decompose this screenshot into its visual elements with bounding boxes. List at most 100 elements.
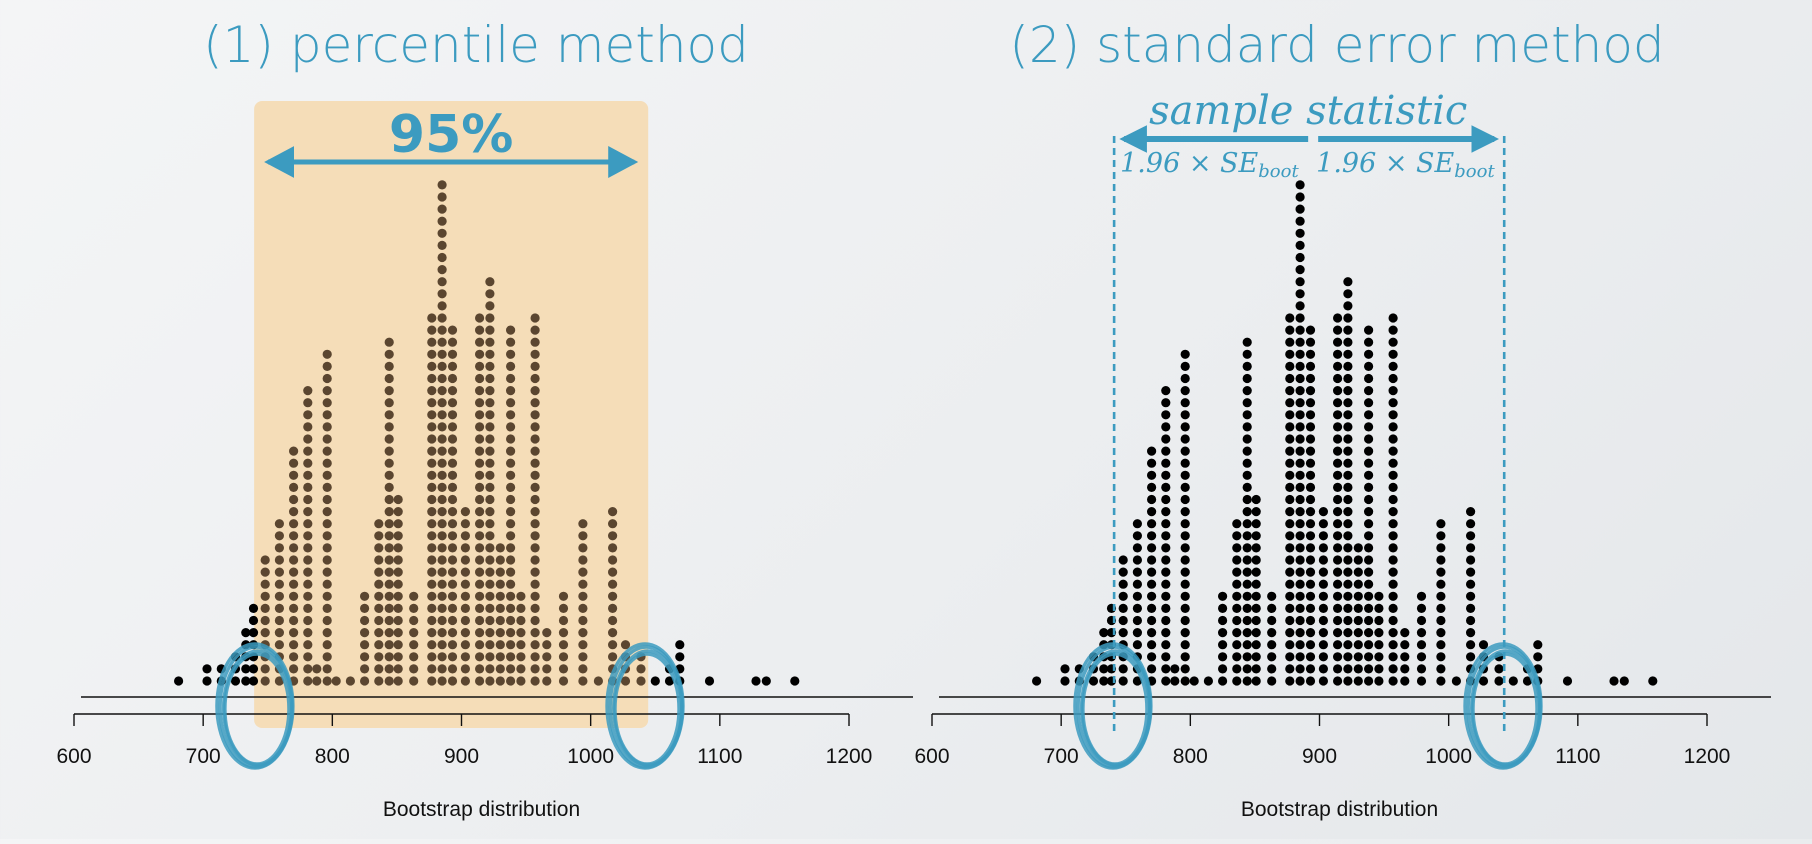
- data-point: [437, 216, 447, 226]
- data-point: [393, 567, 403, 577]
- data-point: [1295, 434, 1305, 444]
- data-point: [608, 652, 618, 662]
- data-point: [485, 470, 495, 480]
- data-point: [1218, 676, 1228, 686]
- data-point: [409, 615, 419, 626]
- panel-title: (1) percentile method: [203, 16, 749, 74]
- data-point: [485, 615, 495, 626]
- data-point: [485, 349, 495, 359]
- data-point: [1285, 664, 1295, 674]
- data-point: [506, 664, 516, 674]
- data-point: [1333, 458, 1343, 468]
- data-point: [1180, 507, 1190, 517]
- data-point: [393, 603, 403, 614]
- data-point: [506, 386, 516, 396]
- lower-bound-marker: [215, 642, 295, 770]
- data-point: [608, 579, 618, 589]
- data-point: [447, 482, 458, 492]
- data-point: [1364, 410, 1374, 420]
- data-point: [1295, 615, 1305, 626]
- data-point: [437, 652, 447, 662]
- data-point: [530, 470, 540, 480]
- data-point: [516, 591, 526, 601]
- data-point: [558, 664, 569, 674]
- data-point: [384, 434, 394, 444]
- data-point: [1318, 615, 1328, 626]
- data-point: [437, 507, 447, 517]
- data-point: [374, 640, 384, 650]
- data-point: [384, 361, 394, 371]
- data-point: [1251, 543, 1261, 553]
- data-point: [530, 531, 540, 541]
- data-point: [289, 603, 299, 614]
- x-tick-label: 800: [315, 745, 350, 768]
- data-point: [506, 337, 516, 347]
- data-point: [460, 640, 470, 650]
- data-point: [1374, 664, 1384, 674]
- data-point: [1305, 652, 1316, 662]
- data-point: [1478, 640, 1489, 650]
- data-point: [578, 531, 588, 541]
- data-point: [1388, 361, 1398, 371]
- data-point: [485, 434, 495, 444]
- data-point: [427, 591, 437, 601]
- data-point: [516, 603, 526, 614]
- data-point: [322, 664, 332, 674]
- data-point: [303, 676, 313, 686]
- data-point: [506, 410, 516, 420]
- data-point: [1333, 615, 1343, 626]
- data-point: [475, 543, 485, 553]
- data-point: [578, 676, 588, 686]
- data-point: [437, 640, 447, 650]
- data-point: [1364, 603, 1374, 614]
- data-point: [174, 676, 184, 686]
- data-point: [1343, 325, 1353, 335]
- data-point: [506, 361, 516, 371]
- data-point: [1285, 567, 1295, 577]
- data-point: [485, 652, 495, 662]
- data-point: [1251, 640, 1261, 650]
- data-point: [260, 591, 270, 601]
- data-point: [1305, 410, 1316, 420]
- data-point: [1285, 652, 1295, 662]
- data-point: [409, 591, 419, 601]
- data-point: [608, 507, 618, 517]
- data-point: [558, 628, 569, 638]
- data-point: [475, 555, 485, 565]
- data-point: [409, 603, 419, 614]
- data-point: [274, 579, 284, 589]
- data-point: [393, 664, 403, 674]
- data-point: [1147, 458, 1157, 468]
- data-point: [260, 615, 270, 626]
- data-point: [1242, 386, 1252, 396]
- data-point: [427, 470, 437, 480]
- data-point: [1619, 676, 1629, 686]
- data-point: [475, 470, 485, 480]
- data-point: [447, 373, 458, 384]
- data-point: [506, 676, 516, 686]
- data-point: [1466, 579, 1476, 589]
- data-point: [1147, 603, 1157, 614]
- data-point: [1333, 398, 1343, 408]
- data-point: [495, 591, 505, 601]
- data-point: [274, 543, 284, 553]
- data-point: [1388, 567, 1398, 577]
- data-point: [1343, 422, 1353, 432]
- x-tick-label: 1000: [1425, 745, 1472, 768]
- data-point: [1060, 664, 1070, 674]
- data-point: [1295, 555, 1305, 565]
- data-point: [437, 422, 447, 432]
- data-point: [1242, 652, 1252, 662]
- data-point: [1295, 325, 1305, 335]
- data-point: [506, 603, 516, 614]
- left-se-subscript: boot: [1258, 161, 1299, 182]
- data-point: [384, 507, 394, 517]
- data-point: [506, 446, 516, 456]
- data-point: [1180, 567, 1190, 577]
- data-point: [437, 349, 447, 359]
- data-point: [1318, 676, 1328, 686]
- data-point: [260, 603, 270, 614]
- data-point: [437, 325, 447, 335]
- data-point: [1318, 603, 1328, 614]
- data-point: [475, 579, 485, 589]
